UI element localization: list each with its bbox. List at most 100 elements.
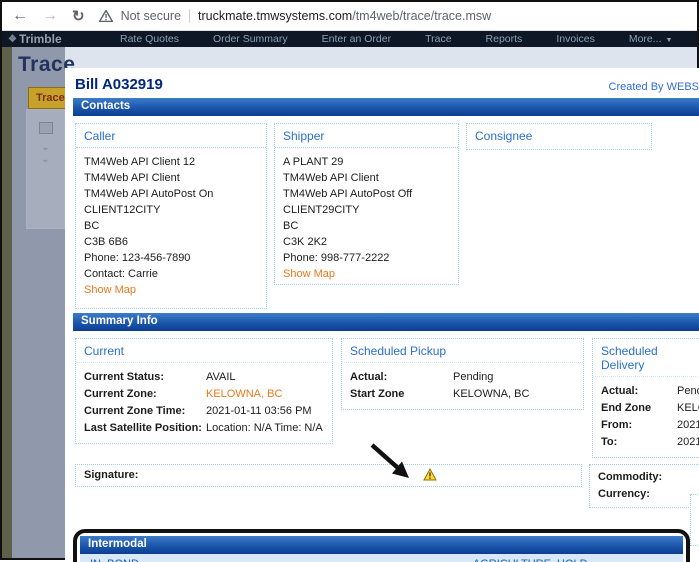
current-header: Current [76, 339, 332, 363]
not-secure-warning-icon [98, 10, 113, 22]
caller-details: TM4Web API Client 12 TM4Web API Client T… [76, 148, 266, 302]
signature-row: Signature: Commodity: Currency: [75, 464, 699, 508]
url-path: /tm4web/trace/trace.msw [352, 9, 492, 23]
shipper-line: Phone: 998-777-2222 [283, 252, 390, 264]
bill-detail-panel: Bill A032919 Created By WEBS Contacts Ca… [65, 68, 699, 562]
reload-icon[interactable]: ↻ [72, 8, 85, 25]
nav-item-rate-quotes[interactable]: Rate Quotes [120, 33, 179, 45]
caller-line: C3B 6B6 [84, 236, 129, 248]
contacts-section-header: Contacts [73, 98, 699, 116]
site-nav-bar: ❖ Trimble Rate Quotes Order Summary Ente… [2, 31, 697, 47]
created-by-label: Created By WEBS [608, 81, 699, 93]
background-left-column: ⌄ ⌄ [2, 47, 65, 558]
url-text[interactable]: truckmate.tmwsystems.com/tm4web/trace/tr… [198, 9, 491, 23]
forward-icon[interactable]: → [42, 7, 58, 24]
delivery-actual-label: Actual: [601, 385, 639, 397]
chevron-down-icon: ⌄ [41, 154, 50, 165]
current-zone-time-label: Current Zone Time: [84, 405, 186, 417]
last-satellite-value: Location: N/A Time: N/A [206, 422, 323, 434]
annotation-frame: Intermodal IN_BOND AGRICULTURE_HOLD Fals… [73, 529, 690, 562]
current-zone-time-value: 2021-01-11 03:56 PM [206, 405, 312, 417]
trimble-logo-text: Trimble [18, 32, 62, 46]
intermodal-col-in-bond: IN_BOND [80, 554, 463, 562]
nav-item-invoices[interactable]: Invoices [556, 33, 595, 45]
nav-menu: Rate Quotes Order Summary Enter an Order… [120, 33, 672, 45]
caller-line: Phone: 123-456-7890 [84, 252, 191, 264]
pickup-start-zone-label: Start Zone [350, 388, 405, 400]
shipper-panel: Shipper A PLANT 29 TM4Web API Client TM4… [274, 123, 459, 285]
shipper-line: C3K 2K2 [283, 236, 328, 248]
caller-line: Contact: Carrie [84, 268, 158, 280]
scheduled-pickup-panel: Scheduled Pickup Actual: Pending Start Zo… [341, 338, 584, 410]
intermodal-table: IN_BOND AGRICULTURE_HOLD False False [80, 554, 683, 562]
shipper-header: Shipper [275, 124, 458, 148]
delivery-to-label: To: [601, 436, 618, 448]
nav-item-order-summary[interactable]: Order Summary [212, 33, 288, 45]
shipper-line: TM4Web API AutoPost Off [283, 188, 413, 200]
address-bar[interactable]: Not secure truckmate.tmwsystems.com/tm4w… [98, 9, 687, 23]
current-status-label: Current Status: [84, 371, 165, 383]
browser-toolbar: ← → ↻ Not secure truckmate.tmwsystems.co… [2, 2, 697, 31]
contacts-row: Caller TM4Web API Client 12 TM4Web API C… [75, 123, 699, 309]
intermodal-col-agriculture-hold: AGRICULTURE_HOLD [463, 554, 683, 562]
signature-label: Signature: [84, 469, 139, 481]
caller-show-map-link[interactable]: Show Map [84, 284, 136, 296]
caller-line: TM4Web API Client 12 [84, 156, 196, 168]
shipper-line: A PLANT 29 [283, 156, 344, 168]
last-satellite-label: Last Satellite Position: [84, 422, 202, 434]
consignee-header: Consignee [475, 129, 533, 143]
commodity-panel: Commodity: Currency: [589, 464, 699, 508]
current-zone-link[interactable]: KELOWNA, BC [206, 388, 283, 400]
checkbox-icon[interactable] [38, 122, 53, 134]
shipper-line: CLIENT29CITY [283, 204, 360, 216]
pickup-start-zone-value: KELOWNA, BC [453, 388, 530, 400]
url-host: truckmate.tmwsystems.com [198, 9, 353, 23]
commodity-label: Commodity: [598, 471, 663, 483]
caller-line: TM4Web API AutoPost On [84, 188, 214, 200]
delivery-end-zone-value: KELOWNA, BC [677, 402, 699, 414]
trimble-logo-icon: ❖ [8, 33, 17, 45]
page-title: Trace [18, 53, 76, 76]
nav-item-more-label: More... [628, 33, 662, 45]
consignee-panel: Consignee [466, 123, 652, 150]
caller-line: CLIENT12CITY [84, 204, 161, 216]
caller-line: BC [84, 220, 100, 232]
nav-item-reports[interactable]: Reports [485, 33, 523, 45]
warning-alert-icon [423, 467, 437, 484]
background-edge-strip [2, 47, 12, 558]
summary-section-header: Summary Info [73, 313, 699, 331]
scheduled-delivery-header: Scheduled Delivery [593, 339, 699, 377]
current-zone-label: Current Zone: [84, 388, 157, 400]
caller-line: TM4Web API Client [84, 172, 180, 184]
back-icon[interactable]: ← [12, 7, 28, 24]
omnibox-divider [189, 9, 191, 23]
chevron-down-icon: ⌄ [41, 142, 50, 153]
intermodal-section-header: Intermodal [80, 536, 683, 554]
trimble-logo: ❖ Trimble [8, 32, 120, 46]
current-panel: Current Current Status: AVAIL Current Zon… [75, 338, 333, 444]
shipper-details: A PLANT 29 TM4Web API Client TM4Web API … [275, 148, 458, 286]
shipper-line: BC [283, 220, 299, 232]
security-label: Not secure [120, 9, 182, 23]
shipper-show-map-link[interactable]: Show Map [283, 268, 335, 280]
scheduled-delivery-panel: Scheduled Delivery Actual: Pending End Zo… [592, 338, 699, 458]
delivery-to-value: 2021- [677, 436, 699, 448]
pickup-actual-value: Pending [453, 371, 494, 383]
pickup-actual-label: Actual: [350, 371, 388, 383]
delivery-from-label: From: [601, 419, 633, 431]
caller-header: Caller [76, 124, 266, 148]
nav-item-more[interactable]: More... ▼ [629, 33, 673, 45]
bill-title: Bill A032919 [75, 76, 163, 93]
delivery-from-value: 2021- [677, 419, 699, 431]
delivery-actual-value: Pending [677, 385, 699, 397]
nav-item-trace[interactable]: Trace [425, 33, 452, 45]
background-trace-table: ⌄ ⌄ [26, 109, 65, 229]
shipper-line: TM4Web API Client [283, 172, 379, 184]
nav-item-enter-an-order[interactable]: Enter an Order [321, 33, 392, 45]
current-status-value: AVAIL [206, 371, 236, 383]
signature-field: Signature: [75, 464, 582, 487]
chevron-down-icon: ▼ [665, 37, 673, 44]
scheduled-pickup-header: Scheduled Pickup [342, 339, 583, 363]
bill-header: Bill A032919 Created By WEBS [73, 68, 699, 98]
summary-row: Current Current Status: AVAIL Current Zon… [75, 338, 699, 458]
